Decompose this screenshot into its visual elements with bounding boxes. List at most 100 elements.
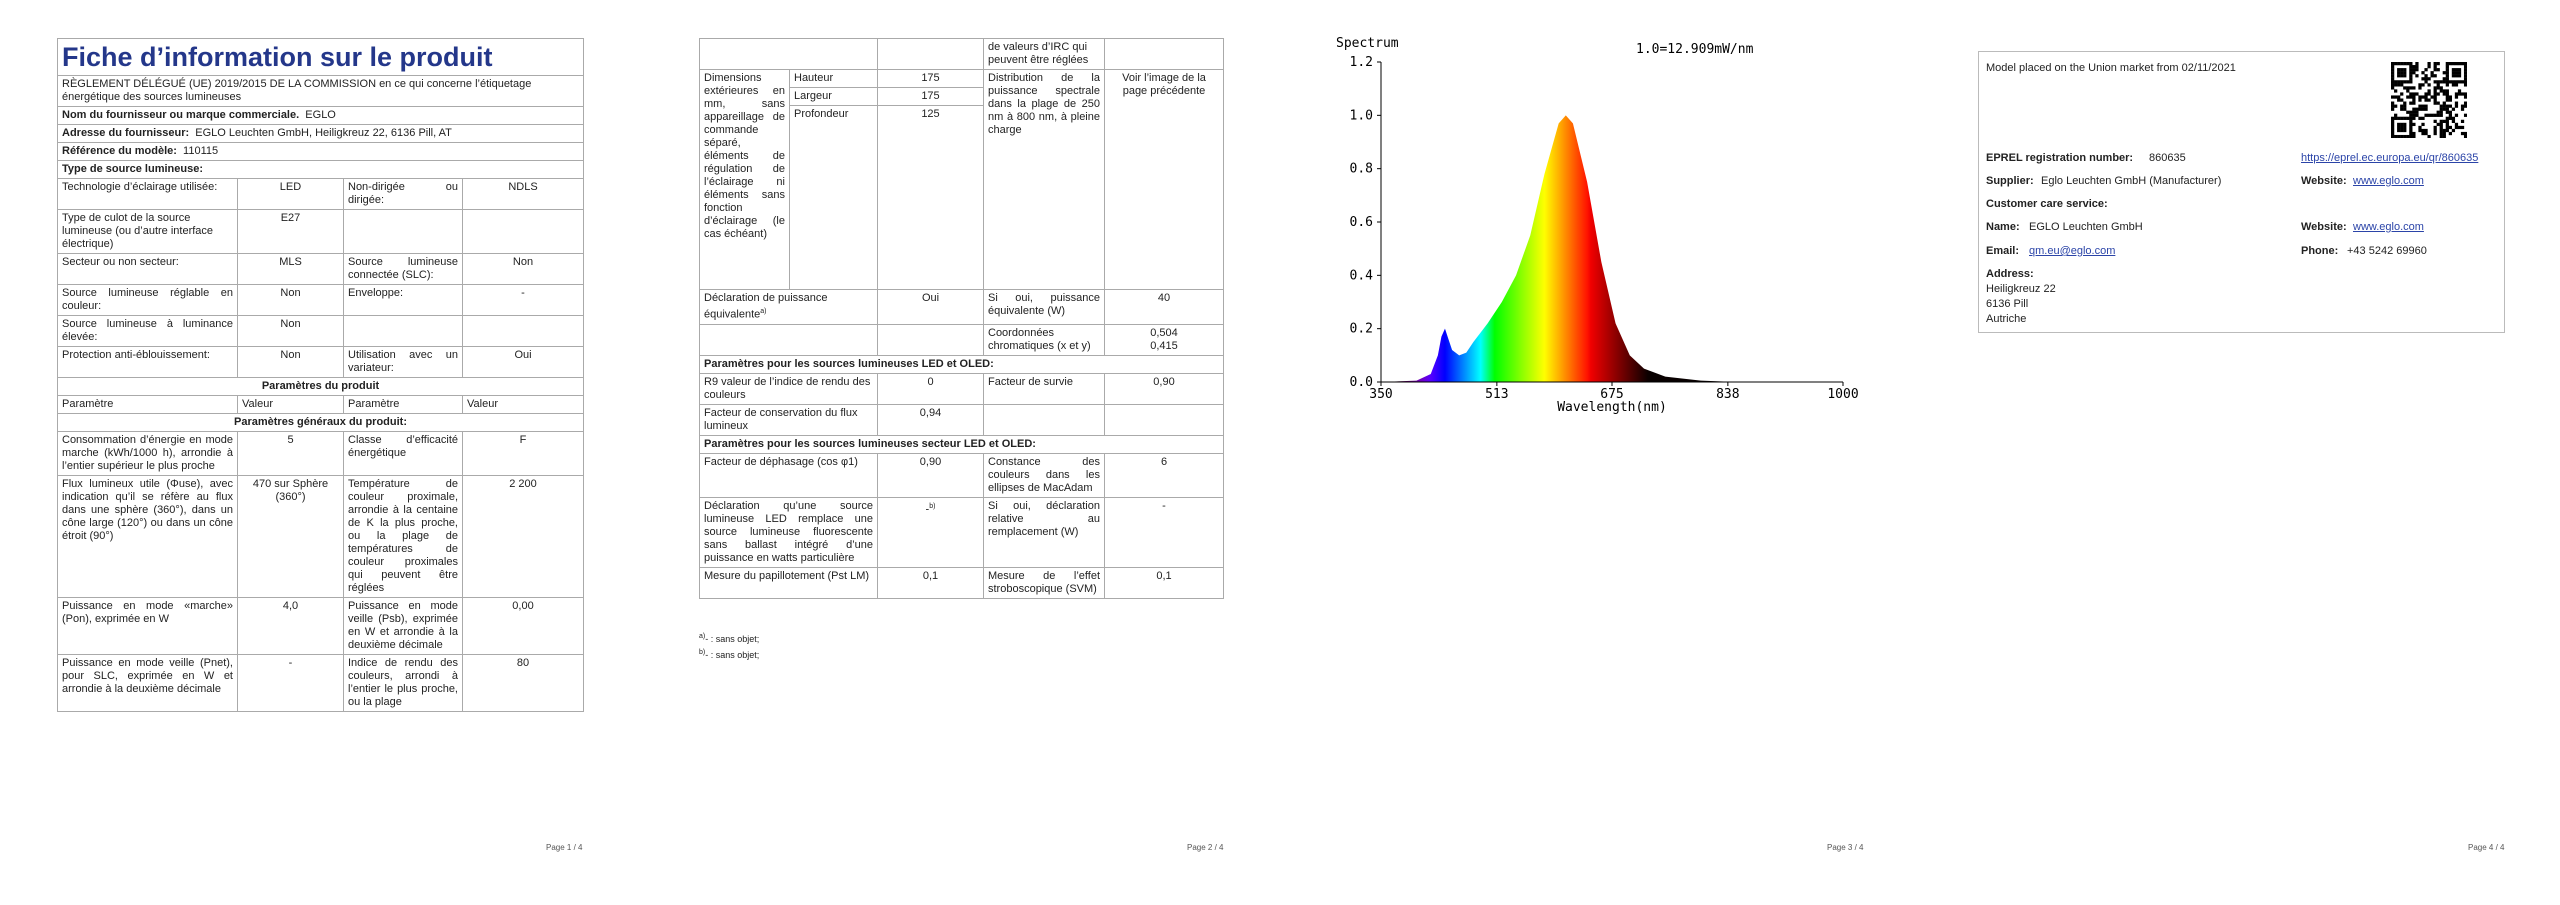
link[interactable]: www.eglo.com	[2353, 221, 2424, 233]
link[interactable]: www.eglo.com	[2353, 175, 2424, 187]
qr-module	[2454, 71, 2459, 75]
qr-module	[2463, 134, 2467, 138]
qr-module	[2460, 62, 2465, 66]
qr-module	[2442, 80, 2446, 84]
qr-module	[2427, 83, 2431, 87]
qr-module	[2445, 125, 2449, 130]
chart-annotation: 1.0=12.909mW/nm	[1636, 42, 1754, 57]
qr-module	[2457, 92, 2462, 96]
qr-module	[2412, 65, 2416, 69]
qr-module	[2454, 125, 2459, 130]
qr-module	[2421, 122, 2425, 127]
table-cell	[699, 38, 878, 70]
qr-module	[2397, 62, 2401, 66]
qr-module	[2409, 77, 2413, 81]
section-heading: Paramètres pour les sources lumineuses L…	[699, 354, 1224, 374]
qr-module	[2421, 131, 2425, 136]
qr-module	[2409, 92, 2413, 96]
eprel-box: Model placed on the Union market from 02…	[1978, 51, 2505, 333]
text: EPREL registration number:	[1986, 152, 2134, 164]
text: Model placed on the Union market from 02…	[1986, 62, 2236, 74]
qr-module	[2412, 122, 2416, 127]
qr-module	[2424, 98, 2428, 102]
link[interactable]: https://eprel.ec.europa.eu/qr/860635	[2301, 152, 2479, 164]
table-cell: 0,1	[1104, 566, 1224, 599]
table-cell: Coordonnées chromatiques (x et y)	[983, 323, 1105, 356]
qr-module	[2445, 95, 2449, 99]
table-cell: Si oui, puissance équivalente (W)	[983, 289, 1105, 325]
link[interactable]: qm.eu@eglo.com	[2029, 245, 2116, 257]
qr-module	[2457, 62, 2462, 66]
qr-module	[2397, 80, 2401, 84]
qr-module	[2460, 80, 2465, 84]
qr-module	[2454, 95, 2459, 99]
qr-module	[2439, 131, 2443, 136]
qr-module	[2427, 77, 2431, 81]
table-cell: F	[461, 431, 585, 476]
qr-module	[2391, 131, 2395, 136]
qr-module	[2391, 71, 2395, 75]
qr-module	[2424, 104, 2428, 108]
table-row: Dimensions extérieures en mm, sans appar…	[699, 69, 1224, 290]
qr-module	[2400, 116, 2404, 120]
table-row: Mesure du papillotement (Pst LM) 0,1 Mesur…	[699, 566, 1224, 599]
qr-module	[2463, 104, 2467, 108]
table-row: Déclaration qu’une source lumineuse LED …	[699, 496, 1224, 568]
qr-module	[2415, 92, 2419, 96]
qr-module	[2439, 134, 2443, 138]
qr-module	[2430, 113, 2434, 117]
x-axis-label: Wavelength(nm)	[1557, 400, 1667, 415]
qr-module	[2439, 128, 2443, 133]
qr-module	[2397, 74, 2401, 78]
qr-module	[2439, 80, 2443, 84]
qr-module	[2400, 74, 2404, 78]
qr-module	[2460, 131, 2465, 136]
qr-module	[2412, 98, 2416, 102]
qr-module	[2406, 62, 2410, 66]
qr-module	[2400, 83, 2404, 87]
text: Phone:	[2301, 245, 2339, 257]
qr-module	[2442, 104, 2446, 108]
page-2-clip: de valeurs d’IRC qui peuvent être réglée…	[699, 38, 1225, 638]
qr-module	[2397, 71, 2401, 75]
y-tick-label: 1.0	[1350, 108, 1373, 123]
table-cell: Facteur de survie	[983, 372, 1105, 405]
qr-module	[2454, 74, 2459, 78]
x-tick-label: 838	[1716, 387, 1739, 402]
table-cell: Nom du fournisseur ou marque commerciale…	[57, 106, 585, 125]
qr-module	[2430, 95, 2434, 99]
qr-module	[2397, 98, 2401, 102]
qr-module	[2415, 107, 2419, 111]
table-row: Flux lumineux utile (Φuse), avec indicat…	[57, 475, 585, 598]
doc-title: Fiche d’information sur le produit	[57, 38, 585, 76]
qr-module	[2460, 107, 2465, 111]
qr-module	[2433, 86, 2437, 90]
qr-module	[2409, 125, 2413, 130]
qr-module	[2436, 101, 2440, 105]
qr-module	[2454, 104, 2459, 108]
qr-module	[2391, 74, 2395, 78]
qr-module	[2409, 113, 2413, 117]
qr-module	[2448, 116, 2452, 120]
qr-module	[2394, 62, 2398, 66]
table-cell: Déclaration de puissance équivalentea)	[699, 289, 878, 325]
value: 0,504	[1150, 326, 1178, 339]
section-heading: Paramètres généraux du produit:	[57, 413, 585, 432]
table-cell: Technologie d’éclairage utilisée:	[57, 178, 238, 210]
qr-module	[2400, 80, 2404, 84]
qr-module	[2433, 62, 2437, 66]
table-row: Source lumineuse réglable en couleur: Non…	[57, 284, 585, 316]
qr-module	[2403, 107, 2407, 111]
text: Supplier:	[1986, 175, 2034, 187]
qr-module	[2418, 116, 2422, 120]
qr-module	[2448, 131, 2452, 136]
text: 6136 Pill	[1986, 298, 2029, 310]
qr-module	[2409, 134, 2413, 138]
text: Email:	[1986, 245, 2020, 257]
text: Address:	[1986, 268, 2034, 280]
qr-module	[2439, 89, 2443, 93]
footnotes: a)- : sans objet; b)- : sans objet;	[699, 628, 759, 664]
qr-module	[2391, 128, 2395, 133]
qr-code[interactable]	[2391, 62, 2467, 138]
qr-module	[2433, 98, 2437, 102]
